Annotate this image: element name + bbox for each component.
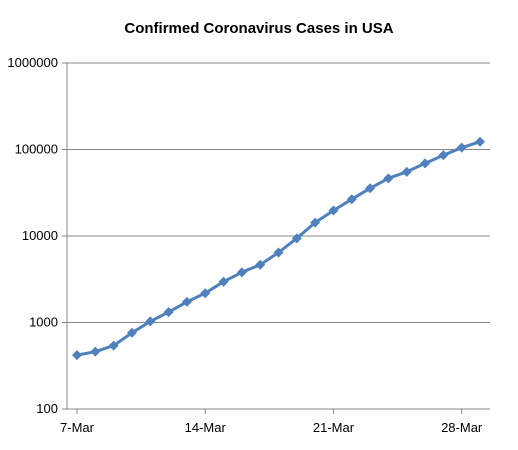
data-point (145, 316, 156, 327)
data-point (401, 166, 412, 177)
data-point (163, 307, 174, 318)
data-point (291, 233, 302, 244)
y-tick-label: 1000000 (7, 55, 58, 70)
y-tick-label: 100 (36, 401, 58, 416)
data-point (365, 183, 376, 194)
x-tick-label: 14-Mar (185, 420, 227, 435)
data-point (420, 158, 431, 169)
data-point (255, 259, 266, 270)
data-point (456, 142, 467, 153)
data-point (438, 150, 449, 161)
data-point (108, 340, 119, 351)
data-point (475, 136, 485, 147)
data-point (72, 350, 82, 361)
data-point (328, 205, 339, 216)
data-point (273, 247, 284, 258)
data-point (346, 194, 357, 205)
data-point (200, 288, 211, 299)
data-point (181, 296, 192, 307)
chart-title: Confirmed Coronavirus Cases in USA (124, 20, 394, 37)
data-point (90, 346, 101, 357)
x-tick-label: 21-Mar (313, 420, 355, 435)
data-point (218, 276, 229, 287)
y-tick-label: 100000 (15, 142, 58, 157)
data-point (236, 267, 247, 278)
x-tick-label: 7-Mar (60, 420, 95, 435)
y-tick-label: 1000 (29, 315, 58, 330)
data-point (383, 173, 394, 184)
data-point (126, 327, 137, 338)
data-point (310, 217, 321, 228)
y-tick-label: 10000 (22, 228, 58, 243)
x-tick-label: 28-Mar (441, 420, 483, 435)
